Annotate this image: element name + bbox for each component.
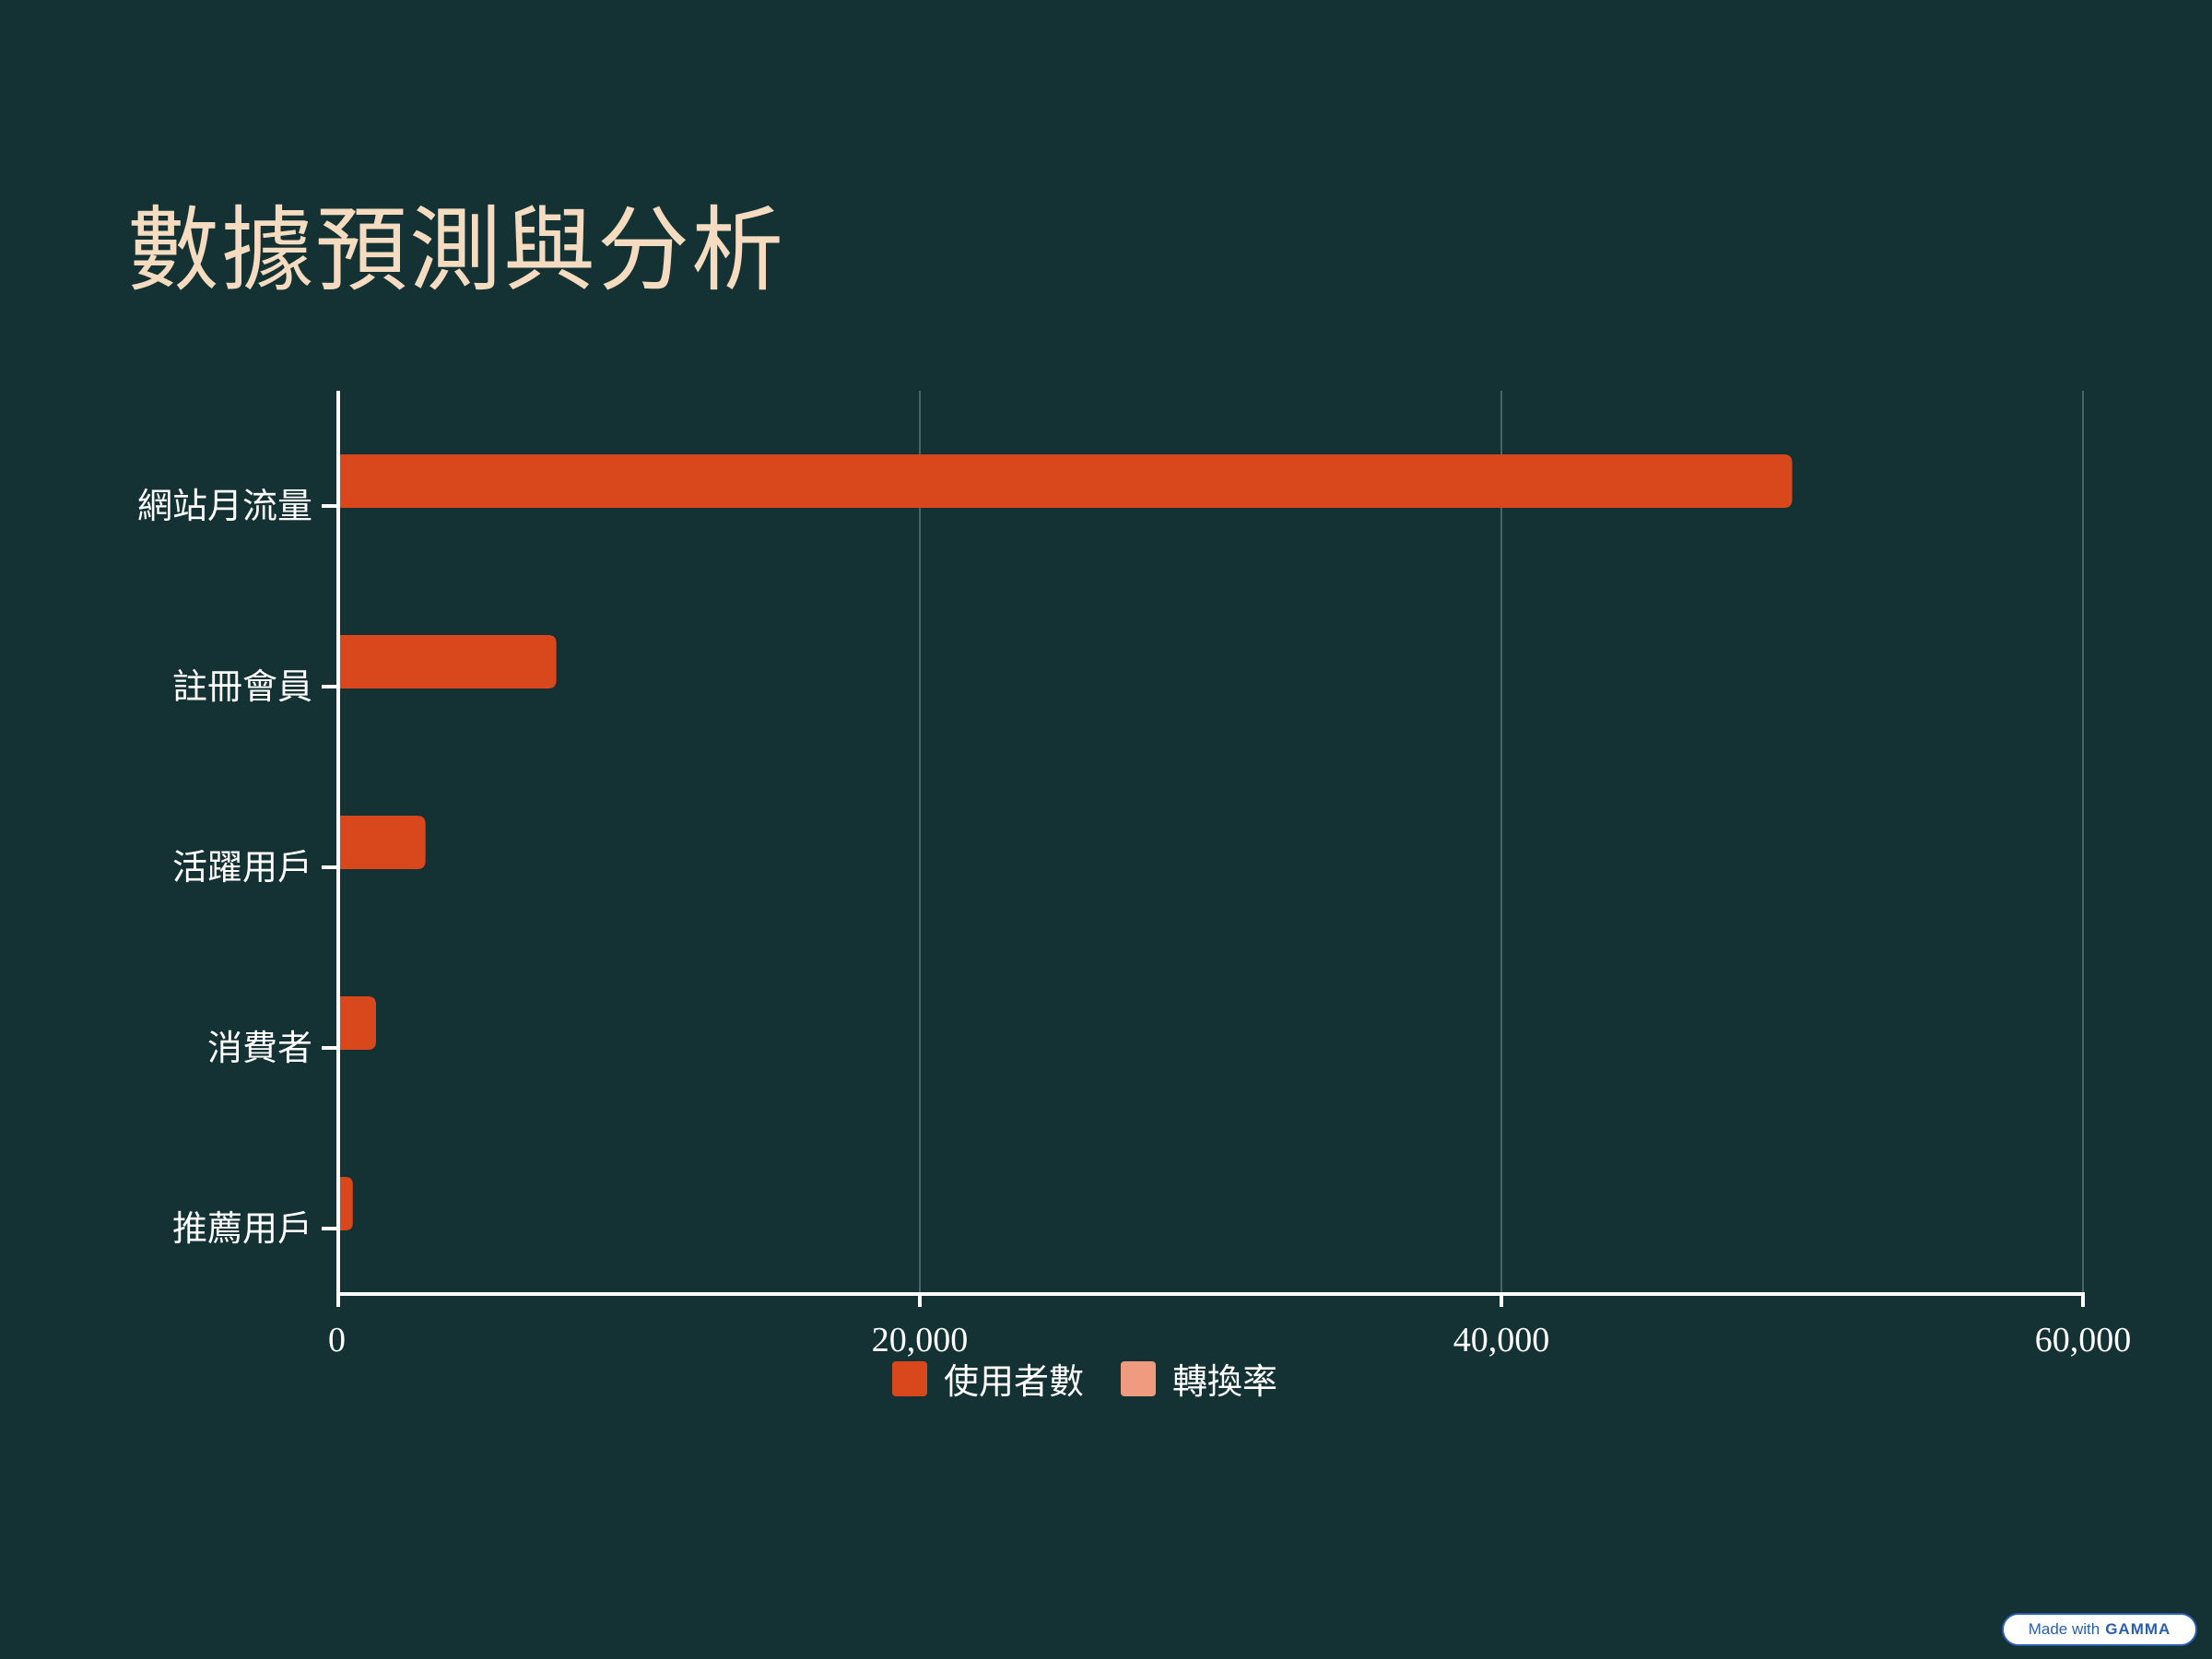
legend-swatch-users <box>892 1360 927 1396</box>
category-label-4: 推薦用戶 <box>172 1208 312 1249</box>
category-label-3: 消費者 <box>207 1028 312 1068</box>
page-title: 數據預測與分析 <box>127 196 785 304</box>
grid-lines <box>919 391 2084 1294</box>
axes <box>322 391 2085 1307</box>
category-label-1: 註冊會員 <box>172 666 312 707</box>
x-tick-label-0: 0 <box>328 1321 346 1359</box>
x-tick-label-1: 20,000 <box>872 1321 969 1359</box>
badge-prefix: Made with <box>2028 1620 2100 1638</box>
x-tick-label-2: 40,000 <box>1453 1321 1550 1359</box>
bar-3 <box>338 996 377 1050</box>
legend-item-users: 使用者數 <box>892 1353 1084 1404</box>
badge-brand: GAMMA <box>2105 1620 2171 1638</box>
bars <box>338 454 1793 1230</box>
legend-label-users: 使用者數 <box>944 1361 1085 1402</box>
made-with-gamma-badge[interactable]: Made with GAMMA <box>2002 1613 2197 1646</box>
legend-label-conversion: 轉換率 <box>1172 1361 1278 1402</box>
category-label-0: 網站月流量 <box>137 486 312 526</box>
bar-4 <box>338 1177 353 1230</box>
chart-legend: 使用者數 轉換率 <box>892 1353 1314 1404</box>
x-tick-label-3: 60,000 <box>2035 1321 2132 1359</box>
legend-swatch-conversion <box>1121 1360 1157 1396</box>
bar-1 <box>338 635 557 688</box>
legend-item-conversion: 轉換率 <box>1121 1353 1277 1404</box>
bar-0 <box>338 454 1793 508</box>
bar-2 <box>338 816 426 869</box>
category-label-2: 活躍用戶 <box>172 847 312 888</box>
